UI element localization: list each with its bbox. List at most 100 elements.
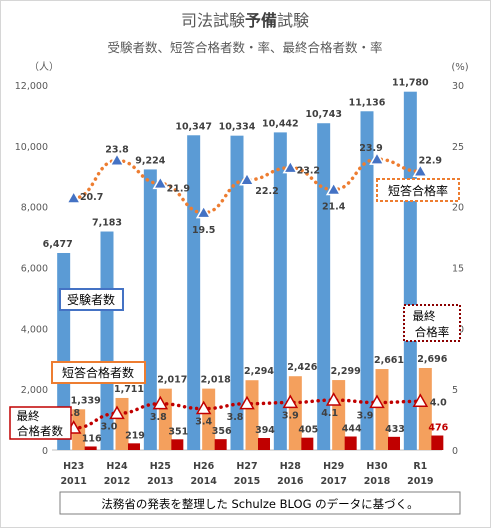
line-label-tanto-rate: 21.9 [167, 184, 190, 195]
right-tick-label: 5 [452, 385, 458, 396]
marker-saishu-rate [369, 394, 385, 409]
left-tick-label: 12,000 [15, 81, 48, 92]
legend-box-saishu-rate [403, 304, 461, 342]
line-label-tanto-rate: 20.7 [80, 192, 103, 203]
bar-tanto [115, 397, 129, 450]
bar-label-saishu: 394 [255, 425, 275, 436]
line-label-tanto-rate: 23.9 [359, 143, 382, 154]
line-label-saishu-rate: 3.4 [195, 417, 212, 428]
bar-label-saishu: 356 [212, 426, 232, 437]
x-tick-era: H25 [150, 461, 171, 472]
marker-saishu-rate [412, 393, 429, 407]
marker-tanto-rate [369, 151, 385, 165]
bar-label-tanto: 2,661 [374, 355, 404, 366]
legend-label-saishu-rate: 合格率 [415, 325, 450, 339]
line-label-saishu-rate: 3.9 [282, 411, 299, 422]
bar-label-juken: 10,347 [175, 121, 212, 132]
line-label-saishu-rate: 3.8 [227, 412, 244, 423]
bar-label-saishu: 351 [168, 426, 188, 437]
bar-label-juken: 6,477 [43, 239, 73, 250]
footnote-box [59, 491, 461, 515]
line-label-tanto-rate: 19.5 [192, 225, 215, 236]
line-label-tanto-rate: 22.9 [419, 155, 442, 166]
marker-tanto-rate [152, 175, 169, 190]
marker-saishu-rate [109, 405, 125, 420]
left-tick-label: 2,000 [21, 385, 48, 396]
bar-label-saishu: 476 [428, 423, 448, 434]
marker-tanto-rate [195, 204, 212, 219]
bar-saishu [388, 436, 400, 450]
legend-label-saishu-rate: 最終 [413, 309, 436, 323]
bar-label-juken: 10,743 [305, 109, 342, 120]
left-tick-label: 4,000 [21, 324, 48, 335]
line-label-saishu-rate: 4.1 [321, 408, 338, 419]
x-tick-era: H24 [106, 461, 128, 472]
line-label-tanto-rate: 23.2 [297, 166, 320, 177]
bar-saishu [301, 437, 314, 450]
marker-saishu-rate [325, 392, 342, 406]
chart-title-part: 司法試験 [181, 11, 245, 30]
bar-juken [187, 135, 201, 450]
marker-saishu-rate [152, 395, 169, 410]
bar-tanto [245, 380, 259, 450]
marker-tanto-rate [109, 152, 125, 167]
chart-title-part: 試験 [277, 11, 309, 30]
marker-saishu-rate [282, 394, 299, 409]
bar-label-juken: 9,224 [135, 155, 165, 166]
legend-box-tanto-rate [376, 178, 460, 202]
left-axis-unit: （人） [29, 61, 59, 73]
x-tick-era: H30 [366, 461, 388, 472]
bar-juken [100, 231, 114, 450]
line-label-saishu-rate: 4.0 [430, 397, 447, 408]
chart-title: 司法試験予備試験 [181, 11, 309, 30]
footnote-text: 法務省の発表を整理した Schulze BLOG のデータに基づく。 [101, 497, 418, 511]
bar-label-tanto: 2,018 [201, 375, 231, 386]
bar-juken [317, 123, 331, 450]
right-axis-unit: (%) [451, 62, 468, 73]
line-label-tanto-rate: 21.4 [322, 202, 346, 213]
left-tick-label: 10,000 [15, 142, 48, 153]
bar-label-saishu: 405 [298, 425, 318, 436]
bar-label-juken: 11,780 [392, 78, 429, 89]
legend-box-tanto [51, 361, 146, 384]
line-label-saishu-rate: 3.9 [357, 411, 374, 422]
bar-label-juken: 10,442 [262, 118, 299, 129]
x-tick-era: H23 [63, 461, 84, 472]
bar-tanto [418, 367, 432, 450]
bar-label-tanto: 1,339 [71, 395, 101, 406]
bar-juken [230, 135, 244, 450]
bar-saishu [128, 443, 140, 450]
line-label-saishu-rate: 1.8 [63, 408, 80, 419]
right-tick-label: 20 [452, 203, 464, 214]
bar-label-tanto: 2,017 [157, 375, 187, 386]
bar-label-saishu: 219 [125, 430, 145, 441]
left-tick-label: 8,000 [21, 203, 48, 214]
bar-label-tanto: 2,426 [287, 362, 317, 373]
right-tick-label: 15 [452, 264, 464, 275]
legend-label-saishu: 最終 [17, 409, 40, 423]
x-tick-era: R1 [413, 461, 427, 472]
bar-saishu [258, 438, 270, 450]
x-tick-era: H27 [236, 461, 257, 472]
x-tick-year: 2014 [190, 476, 217, 487]
line-label-tanto-rate: 22.2 [255, 186, 278, 197]
marker-tanto-rate [412, 163, 429, 178]
legend-box-saishu [9, 406, 72, 440]
left-tick-label: 6,000 [21, 264, 48, 275]
legend-label-tanto: 短答合格者数 [62, 365, 134, 380]
chart-subtitle: 受験者数、短答合格者数・率、最終合格者数・率 [107, 40, 382, 55]
x-tick-year: 2011 [60, 476, 86, 487]
x-tick-year: 2012 [104, 476, 130, 487]
marker-tanto-rate [239, 171, 255, 186]
line-saishu-rate [71, 398, 423, 430]
right-tick-label: 30 [452, 81, 464, 92]
right-tick-label: 25 [452, 142, 464, 153]
x-tick-year: 2018 [364, 476, 391, 487]
legend-label-tanto-rate: 短答合格率 [388, 183, 448, 198]
bar-label-tanto: 2,696 [417, 354, 447, 365]
bar-label-juken: 7,183 [92, 218, 122, 229]
bar-saishu [344, 436, 357, 450]
bar-label-tanto: 2,299 [331, 366, 361, 377]
line-label-tanto-rate: 23.8 [105, 144, 129, 155]
